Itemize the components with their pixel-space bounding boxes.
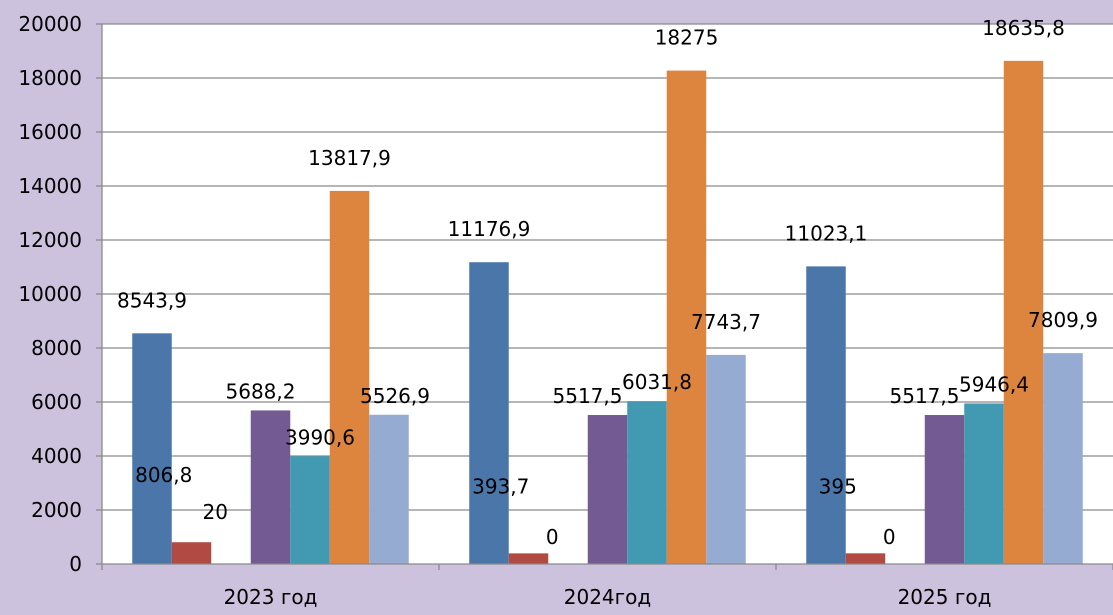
bar — [329, 190, 370, 565]
bar — [964, 403, 1004, 564]
bar — [290, 456, 330, 564]
y-tick-label: 8000 — [31, 336, 82, 360]
x-tick-label: 2023 год — [224, 585, 318, 609]
y-tick-label: 4000 — [31, 444, 82, 468]
data-label: 18275 — [655, 26, 719, 50]
bar — [627, 401, 667, 564]
data-label: 13817,9 — [308, 146, 391, 170]
bar — [1043, 353, 1083, 564]
x-axis: 2023 год 2024год 2025 год — [101, 24, 1113, 609]
y-tick-label: 12000 — [18, 228, 82, 252]
bar — [806, 266, 846, 564]
data-label: 0 — [883, 525, 896, 549]
data-label: 3990,6 — [285, 425, 355, 449]
bar — [666, 70, 707, 564]
y-tick-label: 14000 — [18, 174, 82, 198]
data-label: 11023,1 — [785, 221, 868, 245]
bar — [587, 415, 628, 564]
data-label: 20 — [203, 500, 228, 524]
y-tick-label: 10000 — [18, 282, 82, 306]
data-label: 8543,9 — [117, 288, 187, 312]
data-label: 7743,7 — [691, 310, 761, 334]
data-label: 5946,4 — [959, 372, 1029, 396]
x-tick-label: 2024год — [564, 585, 651, 609]
data-label: 5688,2 — [226, 379, 296, 403]
bars — [132, 60, 1083, 565]
data-labels: 8543,9 11176,9 11023,1 806,8 393,7 395 20 0 0 568… — [117, 16, 1098, 549]
data-label: 7809,9 — [1028, 308, 1098, 332]
y-tick-label: 18000 — [18, 66, 82, 90]
bar — [706, 354, 746, 564]
bar — [369, 414, 409, 564]
y-axis-ticks: 0 2000 4000 6000 8000 10000 12000 14000 16000 180… — [18, 12, 102, 576]
x-tick-label: 2025 год — [898, 585, 992, 609]
data-label: 393,7 — [472, 474, 529, 498]
data-label: 806,8 — [135, 463, 192, 487]
bar — [1003, 60, 1044, 564]
bar — [508, 553, 549, 564]
data-label: 5517,5 — [890, 384, 960, 408]
y-tick-label: 0 — [69, 552, 82, 576]
data-label: 5526,9 — [360, 384, 430, 408]
bar — [845, 553, 886, 564]
bar — [924, 415, 965, 564]
data-label: 18635,8 — [982, 16, 1065, 40]
y-tick-label: 16000 — [18, 120, 82, 144]
y-tick-label: 2000 — [31, 498, 82, 522]
bar — [171, 542, 212, 564]
data-label: 6031,8 — [622, 370, 692, 394]
y-tick-label: 20000 — [18, 12, 82, 36]
bar — [469, 262, 509, 564]
bar — [250, 410, 291, 564]
bar — [132, 333, 172, 564]
data-label: 5517,5 — [553, 384, 623, 408]
y-tick-label: 6000 — [31, 390, 82, 414]
data-label: 395 — [819, 474, 857, 498]
data-label: 0 — [546, 525, 559, 549]
data-label: 11176,9 — [448, 217, 531, 241]
